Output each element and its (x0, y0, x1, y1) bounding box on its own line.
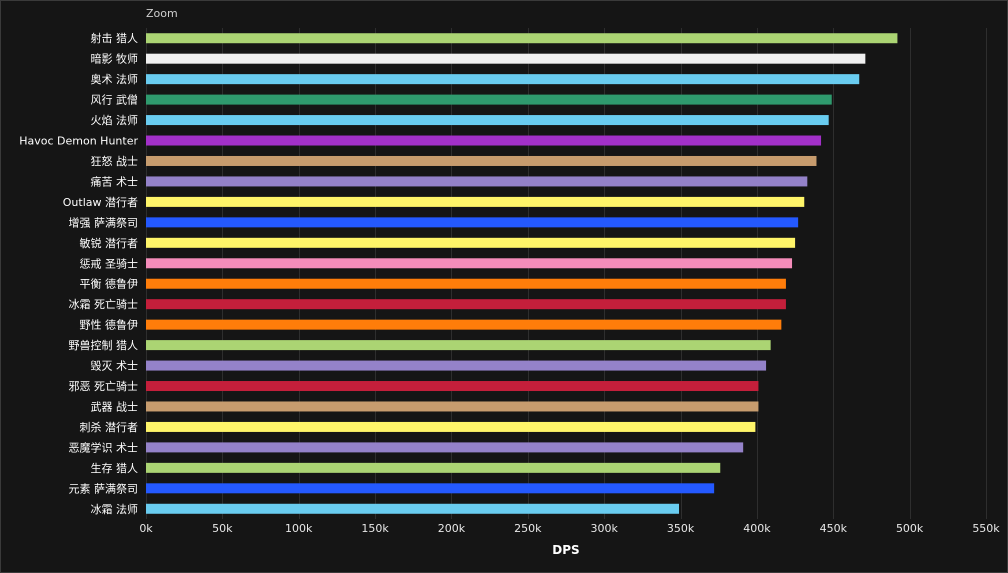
category-label: Outlaw 潜行者 (63, 195, 138, 209)
bar[interactable] (146, 155, 817, 166)
category-label: 奥术 法师 (91, 72, 139, 86)
bar[interactable] (146, 340, 771, 351)
category-label: 平衡 德鲁伊 (80, 277, 139, 291)
bar[interactable] (146, 217, 799, 228)
category-label: 敏锐 潜行者 (80, 236, 139, 250)
category-label: 冰霜 死亡骑士 (69, 297, 139, 311)
category-label: 冰霜 法师 (91, 502, 139, 516)
category-label: 惩戒 圣骑士 (80, 257, 139, 270)
zoom-button[interactable]: Zoom (146, 7, 178, 20)
bar[interactable] (146, 74, 860, 85)
x-tick-label: 400k (743, 522, 771, 535)
category-label: 增强 萨满祭司 (69, 215, 139, 229)
x-tick-label: 450k (820, 522, 848, 535)
category-label: 野兽控制 猎人 (69, 338, 139, 352)
bar[interactable] (146, 115, 829, 126)
bar[interactable] (146, 176, 808, 187)
category-label: 恶魔学识 术士 (69, 440, 139, 454)
category-label: 武器 战士 (91, 400, 139, 413)
category-label: 射击 猎人 (91, 31, 139, 45)
category-label: 暗影 牧师 (91, 52, 139, 66)
category-label: Havoc Demon Hunter (19, 135, 138, 148)
x-tick-label: 150k (361, 522, 389, 535)
bar[interactable] (146, 237, 796, 248)
category-label: 毁灭 术士 (91, 359, 139, 373)
x-tick-label: 0k (139, 522, 153, 535)
x-tick-label: 500k (896, 522, 924, 535)
x-tick-label: 350k (667, 522, 695, 535)
bar[interactable] (146, 299, 786, 310)
bar[interactable] (146, 135, 822, 146)
bar[interactable] (146, 278, 786, 289)
category-label: 火焰 法师 (91, 113, 139, 127)
bar[interactable] (146, 94, 832, 105)
x-tick-label: 50k (212, 522, 233, 535)
bar[interactable] (146, 381, 759, 392)
bar[interactable] (146, 483, 715, 494)
x-tick-labels: 0k 50k 100k 150k 200k 250k 300k 350k 400k 450k 500… (139, 522, 1000, 535)
bar[interactable] (146, 503, 680, 514)
category-label: 生存 猎人 (91, 461, 139, 475)
x-tick-label: 300k (590, 522, 618, 535)
x-tick-label: 200k (438, 522, 466, 535)
x-axis-title: DPS (552, 543, 579, 557)
category-label: 风行 武僧 (91, 94, 139, 107)
category-label: 元素 萨满祭司 (69, 482, 139, 495)
bar[interactable] (146, 53, 866, 64)
grid-lines (146, 28, 987, 519)
bar[interactable] (146, 442, 744, 453)
bar[interactable] (146, 196, 805, 207)
category-label: 邪恶 死亡骑士 (69, 379, 139, 393)
x-tick-label: 550k (972, 522, 1000, 535)
x-tick-label: 100k (285, 522, 313, 535)
category-label: 痛苦 术士 (91, 174, 139, 188)
bars-group[interactable] (146, 33, 898, 514)
bar[interactable] (146, 33, 898, 44)
x-tick-label: 250k (514, 522, 542, 535)
bar[interactable] (146, 258, 793, 269)
category-label: 狂怒 战士 (91, 154, 139, 168)
bar[interactable] (146, 319, 782, 330)
bar[interactable] (146, 401, 759, 412)
bar[interactable] (146, 462, 721, 473)
bar[interactable] (146, 421, 756, 432)
category-label: 野性 德鲁伊 (80, 318, 139, 332)
category-label: 刺杀 潜行者 (80, 420, 139, 434)
bar[interactable] (146, 360, 767, 371)
